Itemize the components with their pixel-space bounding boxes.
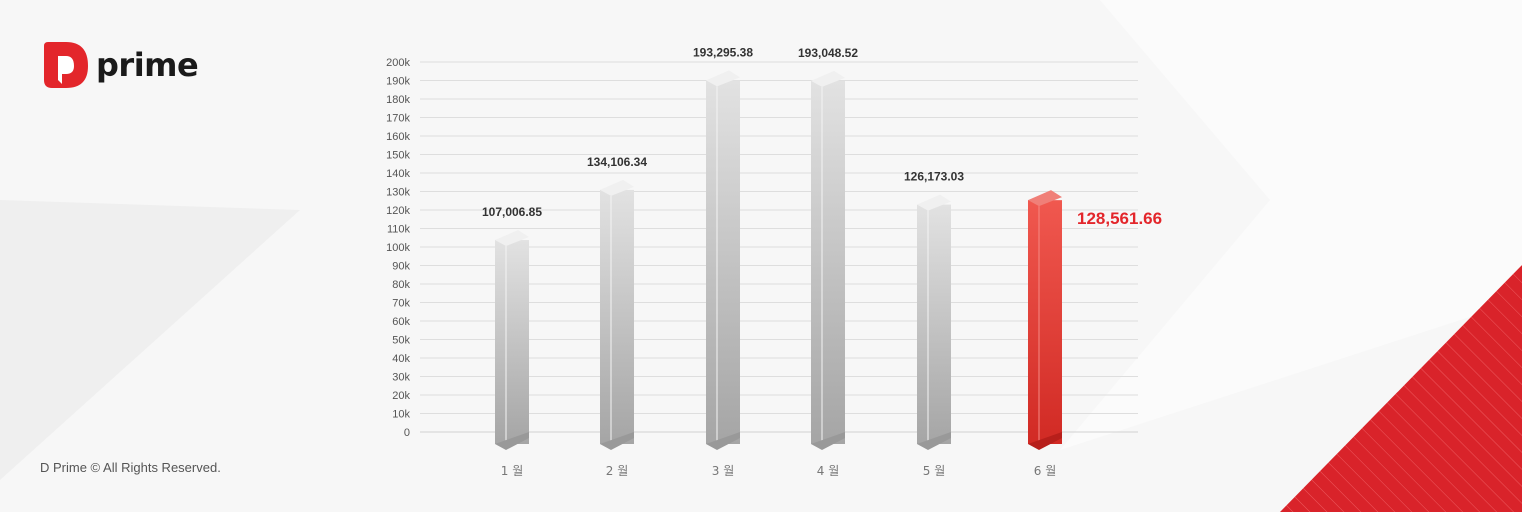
- y-tick-label: 190k: [386, 76, 410, 88]
- y-tick-label: 110k: [387, 224, 411, 236]
- bar-base: [495, 432, 529, 450]
- y-tick-label: 180k: [386, 94, 410, 106]
- y-tick-label: 10k: [392, 409, 410, 421]
- x-tick-label: 2 월: [606, 464, 629, 478]
- x-tick-label: 6 월: [1034, 464, 1057, 478]
- bar: [811, 80, 845, 445]
- bar-top: [600, 179, 634, 196]
- y-tick-label: 100k: [386, 242, 410, 254]
- bar-top: [706, 70, 740, 87]
- y-tick-label: 60k: [392, 316, 410, 328]
- y-tick-label: 0: [404, 427, 410, 439]
- bar: [495, 240, 529, 444]
- bar-top: [917, 194, 951, 211]
- y-tick-label: 130k: [386, 187, 410, 199]
- y-tick-label: 160k: [386, 131, 410, 143]
- data-label: 107,006.85: [482, 205, 542, 219]
- y-tick-label: 150k: [386, 150, 410, 162]
- bar-top: [495, 230, 529, 247]
- d-logo-icon: [44, 42, 88, 88]
- brand-logo: prime: [40, 40, 199, 90]
- bar-top: [1028, 190, 1062, 207]
- y-tick-label: 80k: [392, 279, 410, 291]
- copyright-text: D Prime © All Rights Reserved.: [40, 460, 221, 475]
- bar: [600, 189, 634, 444]
- brand-name: prime: [96, 46, 199, 84]
- bar-base: [1028, 432, 1062, 450]
- y-tick-label: 20k: [392, 390, 410, 402]
- y-tick-label: 200k: [386, 57, 410, 69]
- bar-top: [811, 70, 845, 87]
- data-label: 126,173.03: [904, 170, 964, 184]
- bar: [706, 80, 740, 444]
- red-stripe-decoration: [1280, 265, 1522, 512]
- x-tick-label: 3 월: [712, 464, 735, 478]
- bar: [1028, 200, 1062, 444]
- y-tick-label: 120k: [386, 205, 410, 217]
- data-label: 134,106.34: [587, 155, 647, 169]
- y-tick-label: 30k: [392, 372, 410, 384]
- y-tick-label: 90k: [392, 261, 410, 273]
- data-label: 193,295.38: [693, 45, 753, 59]
- x-tick-label: 1 월: [501, 464, 524, 478]
- bar: [917, 204, 951, 444]
- bar-base: [917, 432, 951, 450]
- data-label: 128,561.66: [1077, 209, 1162, 228]
- y-tick-label: 40k: [392, 353, 410, 365]
- y-tick-label: 50k: [392, 335, 410, 347]
- bar-base: [600, 432, 634, 450]
- data-label: 193,048.52: [798, 46, 858, 60]
- x-tick-label: 5 월: [923, 464, 946, 478]
- y-tick-label: 140k: [386, 168, 410, 180]
- y-tick-label: 170k: [386, 113, 410, 125]
- x-tick-label: 4 월: [817, 464, 840, 478]
- bar-base: [811, 432, 845, 450]
- y-tick-label: 70k: [392, 298, 410, 310]
- bar-base: [706, 432, 740, 450]
